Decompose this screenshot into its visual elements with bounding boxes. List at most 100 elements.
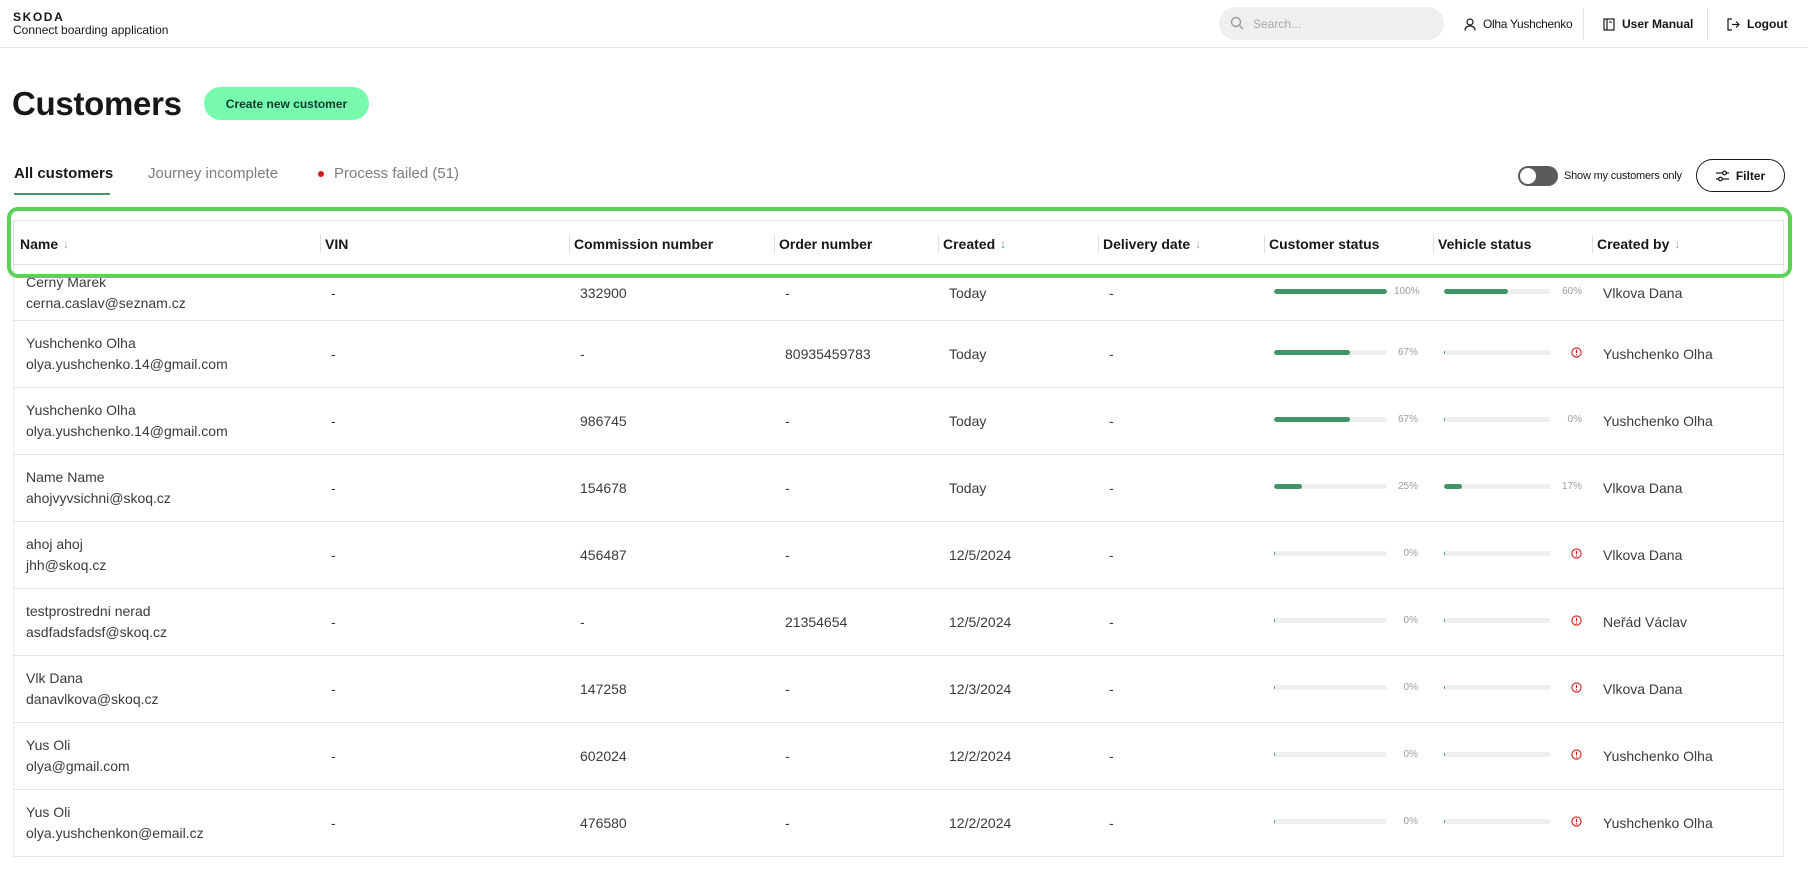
table-row[interactable]: Vlk Dana danavlkova@skoq.cz - 147258 - 12/3/2… [13, 656, 1784, 723]
order-number-cell: - [785, 748, 790, 764]
order-number-cell: 21354654 [785, 614, 848, 630]
progress-track [1444, 618, 1551, 623]
tab-all-customers[interactable]: All customers [14, 165, 114, 182]
search-box[interactable] [1219, 7, 1444, 40]
column-header-vehicle-status[interactable]: Vehicle status [1438, 221, 1531, 266]
customer-status-percent: 67% [1397, 414, 1418, 425]
column-divider [1592, 235, 1593, 253]
progress-track [1274, 618, 1387, 623]
error-warning-icon[interactable] [1571, 615, 1582, 626]
customer-name-cell[interactable]: Černý Marek cerna.caslav@seznam.cz [26, 272, 186, 314]
error-warning-icon[interactable] [1571, 548, 1582, 559]
logout-button[interactable]: Logout [1727, 14, 1788, 34]
vehicle-status-progress [1444, 816, 1582, 827]
progress-track [1444, 417, 1551, 422]
table-row[interactable]: ahoj ahoj jhh@skoq.cz - 456487 - 12/5/2024 - Vl… [13, 522, 1784, 589]
column-header-created-by[interactable]: Created by ↓ [1597, 221, 1680, 266]
sort-arrow-icon[interactable]: ↓ [1195, 236, 1202, 251]
created-by-cell: Yushchenko Olha [1603, 346, 1713, 362]
created-by-cell: Yushchenko Olha [1603, 748, 1713, 764]
created-by-cell: Vlkova Dana [1603, 547, 1683, 563]
commission-number-cell: 147258 [580, 681, 627, 697]
brand[interactable]: SKODA Connect boarding application [13, 11, 168, 37]
commission-number-cell: 332900 [580, 285, 627, 301]
column-header-delivery-date[interactable]: Delivery date ↓ [1103, 221, 1201, 266]
column-divider [1264, 235, 1265, 253]
customer-name-cell[interactable]: testprostredni nerad asdfadsfadsf@skoq.cz [26, 601, 167, 643]
commission-number-cell: 154678 [580, 480, 627, 496]
delivery-date-cell: - [1109, 614, 1114, 630]
vin-cell: - [331, 480, 336, 496]
my-customers-toggle[interactable] [1518, 166, 1558, 186]
column-header-label: Created [943, 235, 996, 252]
table-row[interactable]: Černý Marek cerna.caslav@seznam.cz - 332900… [13, 265, 1784, 321]
customer-name: Černý Marek [26, 274, 107, 290]
error-warning-icon[interactable] [1571, 347, 1582, 358]
user-menu[interactable]: Olha Yushchenko [1464, 14, 1573, 34]
customer-name-cell[interactable]: Yushchenko Olha olya.yushchenko.14@gmail.… [26, 400, 228, 442]
tab-process-failed[interactable]: Process failed (51) [318, 164, 459, 184]
progress-fill [1444, 289, 1509, 294]
created-by-cell: Yushchenko Olha [1603, 413, 1713, 429]
commission-number-cell: 602024 [580, 748, 627, 764]
customer-name-cell[interactable]: Yus Oli olya.yushchenkon@email.cz [26, 802, 204, 844]
customer-status-percent: 25% [1397, 481, 1418, 492]
vin-cell: - [331, 748, 336, 764]
column-header-commission-number[interactable]: Commission number [574, 221, 713, 266]
toggle-knob [1520, 168, 1536, 184]
column-header-label: Delivery date [1103, 235, 1191, 252]
column-divider [1098, 235, 1099, 253]
table-header: Name ↓ VIN Commission number Order number Cre… [13, 220, 1784, 265]
customer-email: cerna.caslav@seznam.cz [26, 295, 186, 311]
order-number-cell: - [785, 815, 790, 831]
column-header-label: VIN [325, 235, 349, 252]
page-title: Customers [12, 85, 182, 122]
created-date-cell: 12/3/2024 [949, 681, 1012, 697]
error-warning-icon[interactable] [1571, 682, 1582, 693]
column-header-created[interactable]: Created ↓ [943, 221, 1006, 266]
commission-number-cell: 476580 [580, 815, 627, 831]
sort-arrow-icon[interactable]: ↓ [1674, 236, 1681, 251]
table-row[interactable]: Yus Oli olya@gmail.com - 602024 - 12/2/2024 - Y… [13, 723, 1784, 790]
customer-status-progress: 67% [1274, 414, 1418, 425]
customer-name-cell[interactable]: Vlk Dana danavlkova@skoq.cz [26, 668, 159, 710]
column-header-order-number[interactable]: Order number [779, 221, 872, 266]
tab-journey-incomplete[interactable]: Journey incomplete [148, 165, 279, 182]
progress-fill [1274, 618, 1276, 623]
customer-name-cell[interactable]: Name Name ahojvyvsichni@skoq.cz [26, 467, 171, 509]
search-input[interactable] [1253, 13, 1433, 34]
sort-arrow-icon[interactable]: ↓ [1000, 236, 1007, 251]
error-warning-icon[interactable] [1571, 816, 1582, 827]
table-row[interactable]: Yushchenko Olha olya.yushchenko.14@gmail.… [13, 388, 1784, 455]
table-row[interactable]: Yus Oli olya.yushchenkon@email.cz - 476580 -… [13, 790, 1784, 857]
vehicle-status-progress [1444, 749, 1582, 760]
column-header-vin[interactable]: VIN [325, 221, 348, 266]
table-row[interactable]: Yushchenko Olha olya.yushchenko.14@gmail.… [13, 321, 1784, 388]
progress-track [1444, 551, 1551, 556]
customer-name-cell[interactable]: Yus Oli olya@gmail.com [26, 735, 130, 777]
customer-name-cell[interactable]: Yushchenko Olha olya.yushchenko.14@gmail.… [26, 333, 228, 375]
column-divider [938, 235, 939, 253]
progress-track [1444, 819, 1551, 824]
progress-track [1444, 289, 1551, 294]
create-customer-button[interactable]: Create new customer [204, 87, 369, 120]
column-header-name[interactable]: Name ↓ [20, 221, 69, 266]
toggle-label: Show my customers only [1564, 170, 1682, 182]
created-by-cell: Neřád Václav [1603, 614, 1688, 630]
column-divider [774, 235, 775, 253]
customer-email: olya.yushchenko.14@gmail.com [26, 356, 228, 372]
vin-cell: - [331, 285, 336, 301]
user-manual-link[interactable]: User Manual [1603, 14, 1693, 34]
column-header-customer-status[interactable]: Customer status [1269, 221, 1379, 266]
customer-status-percent: 0% [1403, 615, 1418, 626]
vehicle-status-progress [1444, 682, 1582, 693]
filter-button[interactable]: Filter [1696, 159, 1785, 192]
progress-track [1444, 350, 1551, 355]
table-row[interactable]: testprostredni nerad asdfadsfadsf@skoq.cz… [13, 589, 1784, 656]
error-warning-icon[interactable] [1571, 749, 1582, 760]
sort-arrow-icon[interactable]: ↓ [63, 236, 70, 251]
customer-name-cell[interactable]: ahoj ahoj jhh@skoq.cz [26, 534, 106, 576]
table-row[interactable]: Name Name ahojvyvsichni@skoq.cz - 154678 - To… [13, 455, 1784, 522]
customer-status-progress: 0% [1274, 816, 1418, 827]
created-date-cell: 12/2/2024 [949, 815, 1012, 831]
